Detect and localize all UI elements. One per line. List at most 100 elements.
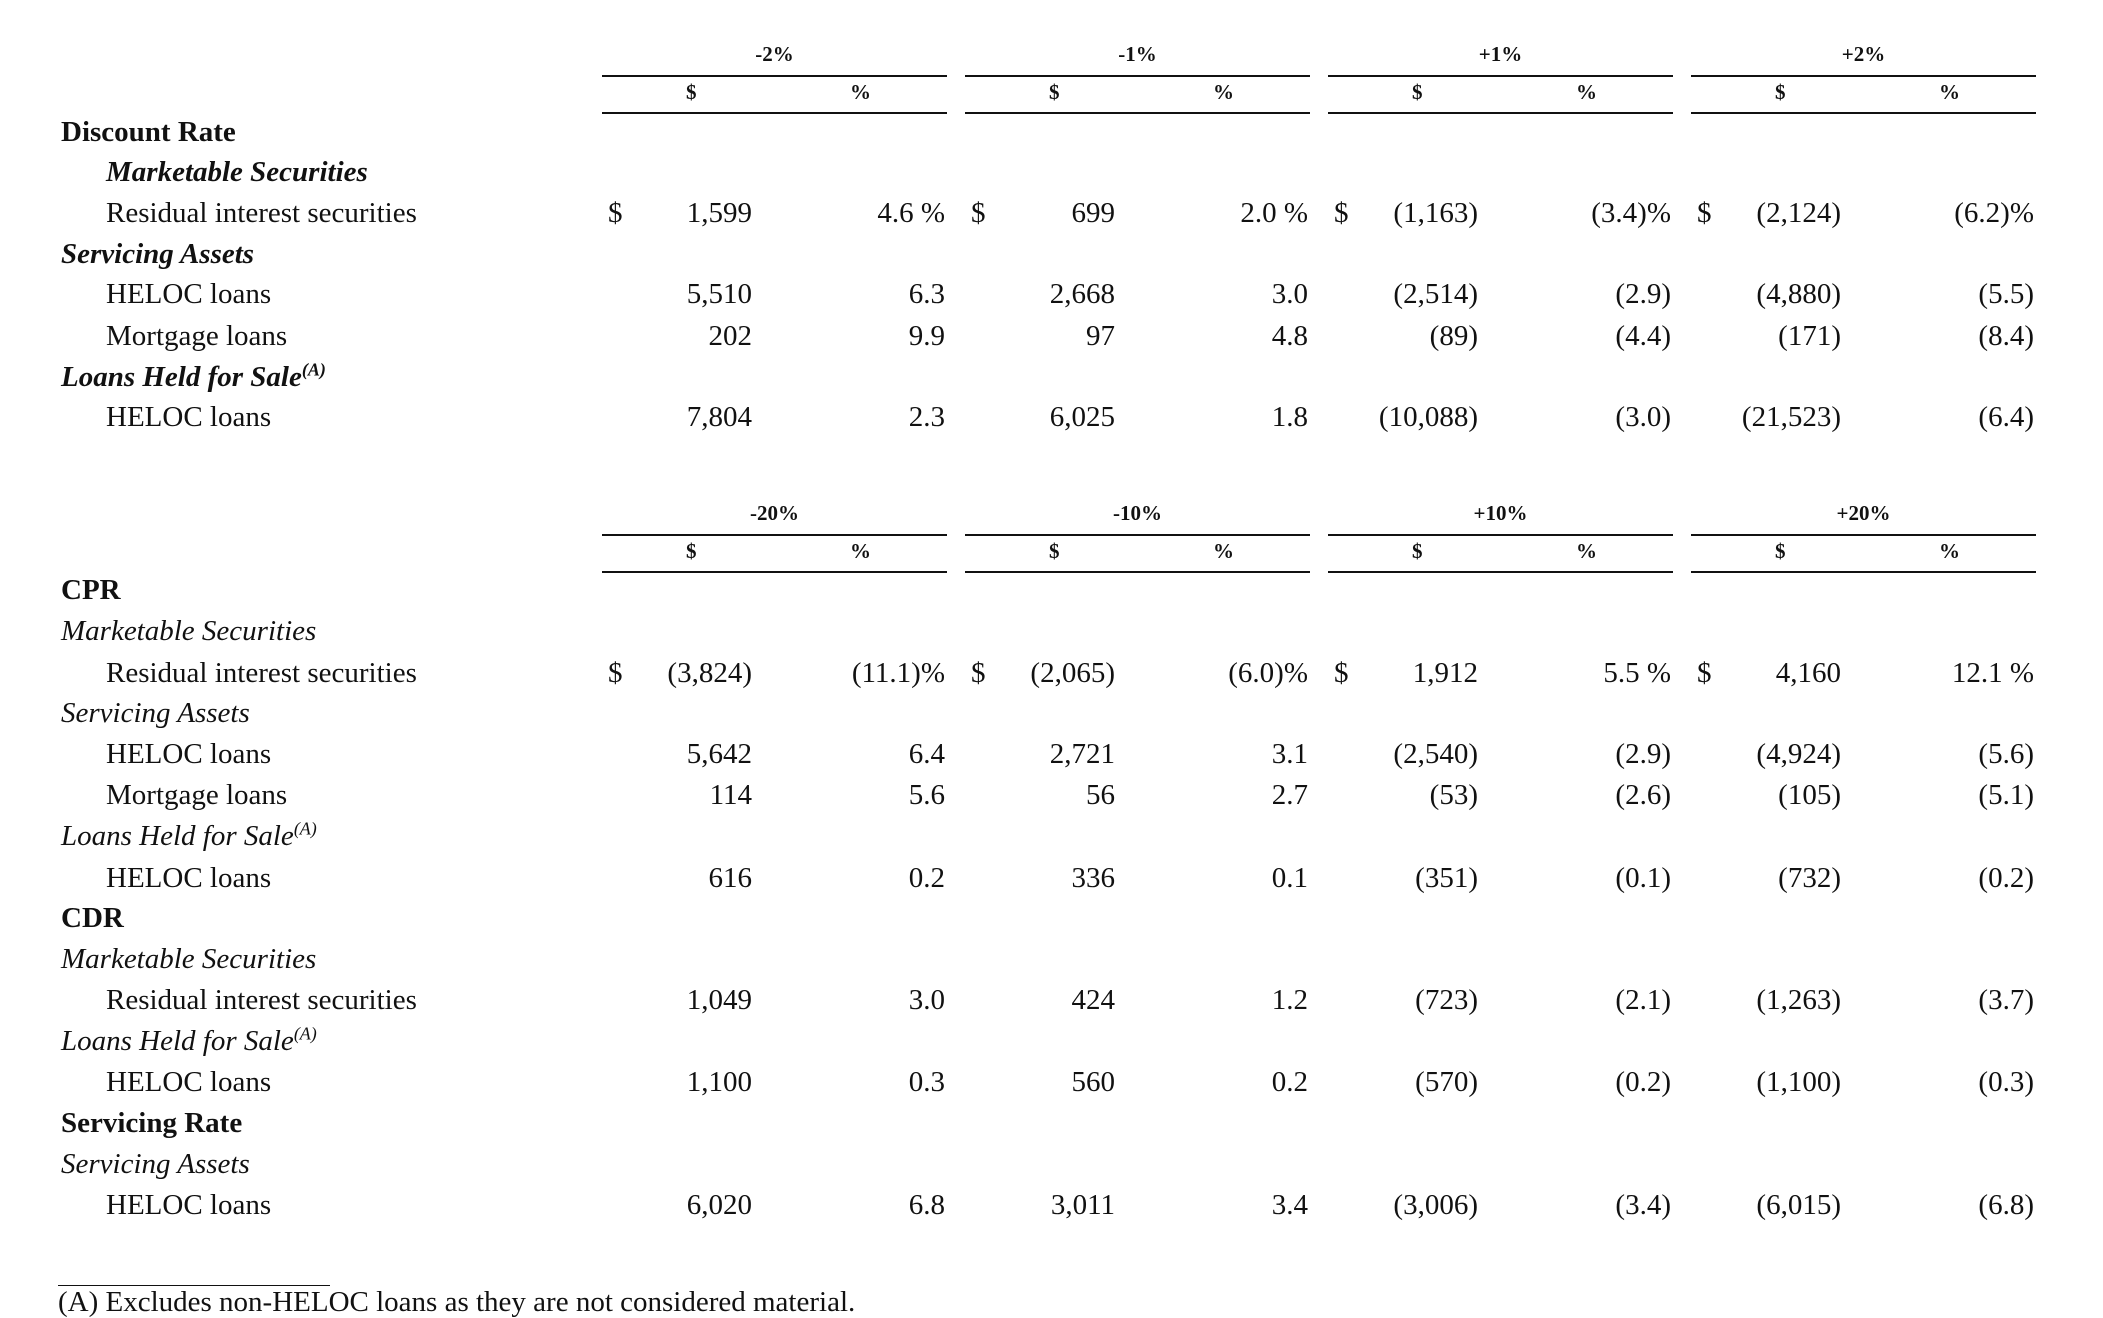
row-label-text: Marketable Securities [61, 943, 317, 975]
percent-value-cell: 0.3 [908, 1066, 945, 1098]
row-label-text: Discount Rate [61, 116, 236, 148]
row-label: HELOC loans [106, 403, 271, 432]
percent-value-cell: 5.5 % [1603, 657, 1671, 689]
dollar-value-cell: 5,510 [686, 278, 752, 310]
header-rule-bottom [1328, 571, 1673, 573]
header-rule-bottom [1328, 112, 1673, 114]
percent-value-cell: (3.4) [1615, 1189, 1671, 1221]
percent-value-cell: 0.2 [1271, 1066, 1308, 1098]
header-rule-top [1691, 534, 2036, 536]
dollar-value-cell: 3,011 [1050, 1189, 1115, 1221]
dollar-sign: $ [1697, 657, 1712, 689]
dollar-value-cell: (732) [1778, 862, 1841, 894]
percent-value-cell: (3.4)% [1591, 197, 1671, 229]
percent-column-header: % [1576, 539, 1597, 563]
percent-value-cell: 2.0 % [1240, 197, 1308, 229]
dollar-value-cell: 1,100 [686, 1066, 752, 1098]
percent-value-cell: 1.8 [1271, 401, 1308, 433]
header-rule-top [1328, 534, 1673, 536]
percent-value-cell: (6.4) [1978, 401, 2034, 433]
header-rule-bottom [965, 112, 1310, 114]
row-label: HELOC loans [106, 1191, 271, 1220]
row-label-text: HELOC loans [106, 862, 272, 894]
dollar-value-cell: (21,523) [1741, 401, 1841, 433]
row-label: Loans Held for Sale(A) [61, 819, 317, 852]
header-rule-bottom [1691, 571, 2036, 573]
header-rule-top [965, 534, 1310, 536]
row-label-text: Residual interest securities [106, 197, 417, 229]
dollar-column-header: $ [1412, 80, 1423, 104]
percent-value-cell: (2.9) [1615, 278, 1671, 310]
dollar-value-cell: 114 [709, 779, 752, 811]
dollar-column-header: $ [1775, 80, 1786, 104]
dollar-column-header: $ [1049, 80, 1060, 104]
dollar-value-cell: 97 [1086, 320, 1115, 352]
row-label-text: Loans Held for Sale [61, 1025, 294, 1057]
footnote-marker: (A) [293, 1023, 317, 1044]
dollar-sign: $ [1334, 197, 1349, 229]
row-label: Mortgage loans [106, 322, 287, 351]
dollar-value-cell: 4,160 [1775, 657, 1841, 689]
header-rule-top [602, 534, 947, 536]
row-label-text: Marketable Securities [61, 615, 317, 647]
percent-value-cell: (5.5) [1978, 278, 2034, 310]
dollar-value-cell: (171) [1778, 320, 1841, 352]
percent-value-cell: 9.9 [908, 320, 945, 352]
row-label-text: Loans Held for Sale [61, 820, 294, 852]
dollar-value-cell: (1,263) [1756, 984, 1841, 1016]
dollar-value-cell: 5,642 [686, 738, 752, 770]
row-label-text: Mortgage loans [106, 779, 288, 811]
percent-value-cell: (0.1) [1615, 862, 1671, 894]
row-label-text: CPR [61, 574, 121, 606]
row-label: HELOC loans [106, 864, 271, 893]
dollar-sign: $ [608, 197, 623, 229]
dollar-column-header: $ [1775, 539, 1786, 563]
dollar-value-cell: 7,804 [686, 401, 752, 433]
row-label-text: HELOC loans [106, 1189, 272, 1221]
row-label: Marketable Securities [61, 617, 316, 646]
dollar-value-cell: 202 [708, 320, 753, 352]
dollar-value-cell: 560 [1071, 1066, 1116, 1098]
row-label-text: HELOC loans [106, 738, 272, 770]
dollar-value-cell: (3,824) [667, 657, 752, 689]
percent-column-header: % [1939, 539, 1960, 563]
percent-column-header: % [850, 539, 871, 563]
dollar-value-cell: 424 [1071, 984, 1116, 1016]
header-rule-top [602, 75, 947, 77]
dollar-value-cell: 616 [708, 862, 753, 894]
row-label: Servicing Rate [61, 1109, 242, 1138]
row-label: Loans Held for Sale(A) [61, 1024, 317, 1057]
header-rule-bottom [965, 571, 1310, 573]
dollar-column-header: $ [686, 80, 697, 104]
percent-value-cell: 5.6 [908, 779, 945, 811]
percent-value-cell: (6.8) [1978, 1189, 2034, 1221]
percent-column-header: % [1939, 80, 1960, 104]
row-label-text: Residual interest securities [106, 984, 417, 1016]
dollar-value-cell: (2,514) [1393, 278, 1478, 310]
scenario-header: +1% [1478, 42, 1523, 66]
row-label-text: CDR [61, 902, 124, 934]
percent-value-cell: 3.0 [1271, 278, 1308, 310]
dollar-value-cell: (89) [1429, 320, 1478, 352]
header-rule-bottom [1691, 112, 2036, 114]
dollar-value-cell: 699 [1071, 197, 1116, 229]
percent-value-cell: 3.4 [1271, 1189, 1308, 1221]
dollar-value-cell: (4,924) [1756, 738, 1841, 770]
row-label-text: Residual interest securities [106, 657, 417, 689]
row-label: Discount Rate [61, 118, 236, 147]
header-rule-bottom [602, 112, 947, 114]
row-label: Marketable Securities [61, 945, 316, 974]
percent-value-cell: 0.2 [908, 862, 945, 894]
percent-value-cell: (6.2)% [1954, 197, 2034, 229]
dollar-value-cell: (6,015) [1756, 1189, 1841, 1221]
dollar-value-cell: 56 [1086, 779, 1115, 811]
row-label-text: HELOC loans [106, 1066, 272, 1098]
percent-column-header: % [1213, 80, 1234, 104]
dollar-value-cell: 2,721 [1049, 738, 1115, 770]
percent-value-cell: (6.0)% [1228, 657, 1308, 689]
percent-value-cell: (11.1)% [851, 657, 945, 689]
percent-value-cell: 3.0 [908, 984, 945, 1016]
row-label: Marketable Securities [106, 158, 368, 187]
row-label: Loans Held for Sale(A) [61, 360, 326, 392]
percent-value-cell: 6.4 [908, 738, 945, 770]
